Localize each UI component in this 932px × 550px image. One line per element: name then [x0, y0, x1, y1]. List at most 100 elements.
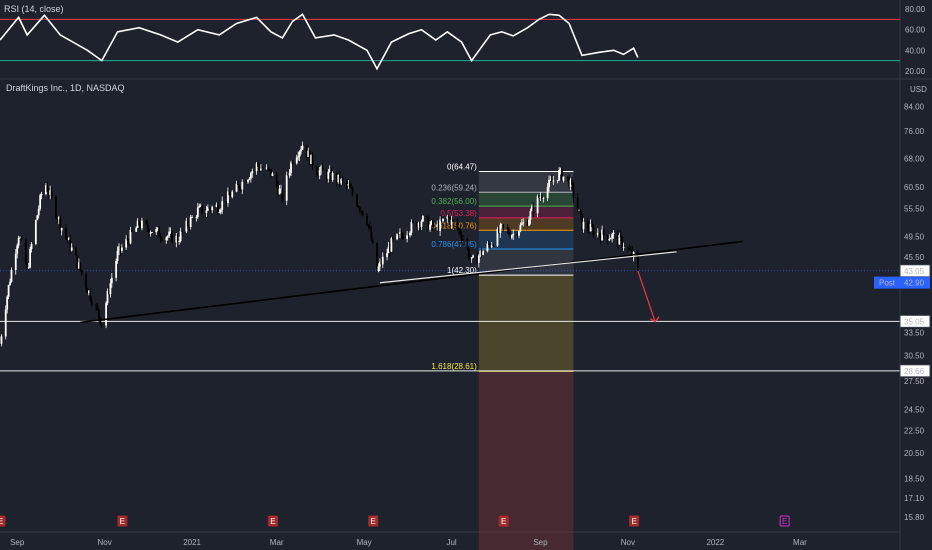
candle-body[interactable] — [562, 176, 565, 181]
candle-body[interactable] — [275, 173, 278, 186]
candle-body[interactable] — [439, 219, 442, 232]
candle-body[interactable] — [90, 300, 93, 305]
earnings-marker[interactable] — [629, 515, 640, 527]
candle-body[interactable] — [356, 194, 358, 206]
candle-body[interactable] — [36, 215, 39, 221]
candle-body[interactable] — [27, 267, 30, 269]
candle-body[interactable] — [609, 238, 612, 240]
candle-body[interactable] — [582, 221, 585, 230]
candle-body[interactable] — [110, 277, 113, 284]
candle-body[interactable] — [422, 216, 424, 222]
candle-body[interactable] — [26, 263, 29, 268]
candle-body[interactable] — [79, 262, 82, 271]
candle-body[interactable] — [400, 232, 403, 236]
candle-body[interactable] — [467, 248, 470, 259]
candle-body[interactable] — [486, 243, 489, 252]
candle-body[interactable] — [539, 196, 542, 199]
candle-body[interactable] — [165, 237, 168, 241]
trendline[interactable] — [379, 251, 677, 284]
candle-body[interactable] — [516, 233, 519, 236]
candle-body[interactable] — [611, 234, 614, 239]
candle-body[interactable] — [14, 253, 17, 270]
candle-body[interactable] — [378, 261, 381, 267]
candle-body[interactable] — [506, 227, 509, 230]
candle-body[interactable] — [497, 229, 500, 234]
candle-body[interactable] — [540, 196, 543, 199]
candle-body[interactable] — [420, 221, 423, 227]
candle-body[interactable] — [618, 234, 621, 245]
candle-body[interactable] — [340, 178, 343, 184]
candle-body[interactable] — [556, 180, 559, 182]
candle-body[interactable] — [508, 229, 510, 235]
candle-body[interactable] — [9, 281, 11, 286]
candle-body[interactable] — [460, 234, 463, 239]
candle-body[interactable] — [135, 227, 138, 232]
candle-body[interactable] — [338, 174, 341, 184]
candle-body[interactable] — [171, 231, 173, 243]
candle-body[interactable] — [631, 250, 634, 257]
candle-body[interactable] — [628, 247, 631, 250]
candle-body[interactable] — [477, 255, 480, 263]
candle-body[interactable] — [158, 227, 161, 237]
candle-body[interactable] — [305, 145, 308, 157]
candle-body[interactable] — [350, 187, 353, 189]
candle-body[interactable] — [30, 244, 33, 249]
candle-body[interactable] — [318, 170, 321, 176]
candle-body[interactable] — [136, 220, 139, 228]
candle-body[interactable] — [229, 195, 232, 198]
candle-body[interactable] — [249, 173, 252, 179]
candle-body[interactable] — [361, 211, 364, 216]
candle-body[interactable] — [6, 296, 9, 310]
candle-body[interactable] — [616, 232, 619, 245]
earnings-marker[interactable] — [117, 515, 128, 527]
candle-body[interactable] — [542, 198, 545, 199]
candle-body[interactable] — [341, 178, 344, 181]
candle-body[interactable] — [502, 224, 505, 228]
candle-body[interactable] — [267, 167, 269, 169]
candle-body[interactable] — [141, 220, 143, 229]
candle-body[interactable] — [70, 247, 73, 251]
candle-body[interactable] — [0, 336, 3, 344]
candle-body[interactable] — [130, 230, 133, 232]
candle-body[interactable] — [509, 234, 512, 238]
candle-body[interactable] — [419, 222, 421, 227]
candle-body[interactable] — [599, 235, 602, 241]
candle-body[interactable] — [257, 163, 259, 167]
candle-body[interactable] — [627, 246, 629, 248]
candle-body[interactable] — [126, 238, 129, 241]
candle-body[interactable] — [391, 238, 394, 240]
candle-body[interactable] — [298, 151, 301, 157]
candle-body[interactable] — [270, 169, 272, 176]
candle-body[interactable] — [100, 324, 103, 326]
candle-body[interactable] — [518, 231, 520, 236]
candle-body[interactable] — [108, 290, 110, 295]
candle-body[interactable] — [337, 174, 340, 183]
candle-body[interactable] — [549, 179, 552, 181]
candle-body[interactable] — [151, 232, 153, 233]
candle-body[interactable] — [181, 231, 183, 232]
candle-body[interactable] — [470, 257, 473, 259]
candle-body[interactable] — [196, 207, 199, 217]
candle-body[interactable] — [258, 166, 261, 171]
candle-body[interactable] — [80, 270, 83, 274]
candle-body[interactable] — [195, 216, 198, 218]
candle-body[interactable] — [24, 239, 27, 264]
candle-body[interactable] — [529, 211, 532, 220]
candle-body[interactable] — [572, 185, 575, 198]
candle-body[interactable] — [387, 246, 390, 254]
candle-body[interactable] — [532, 206, 535, 214]
candle-body[interactable] — [548, 179, 550, 188]
candle-body[interactable] — [155, 229, 158, 233]
candle-body[interactable] — [16, 245, 19, 254]
candle-body[interactable] — [86, 288, 89, 294]
candle-body[interactable] — [561, 168, 563, 181]
earnings-marker[interactable] — [368, 515, 379, 527]
candle-body[interactable] — [40, 194, 43, 196]
candle-body[interactable] — [277, 185, 280, 195]
candle-body[interactable] — [291, 162, 294, 164]
candle-body[interactable] — [0, 343, 1, 345]
candle-body[interactable] — [519, 224, 522, 232]
candle-body[interactable] — [85, 273, 87, 289]
candle-body[interactable] — [128, 240, 130, 244]
candle-body[interactable] — [99, 317, 102, 325]
